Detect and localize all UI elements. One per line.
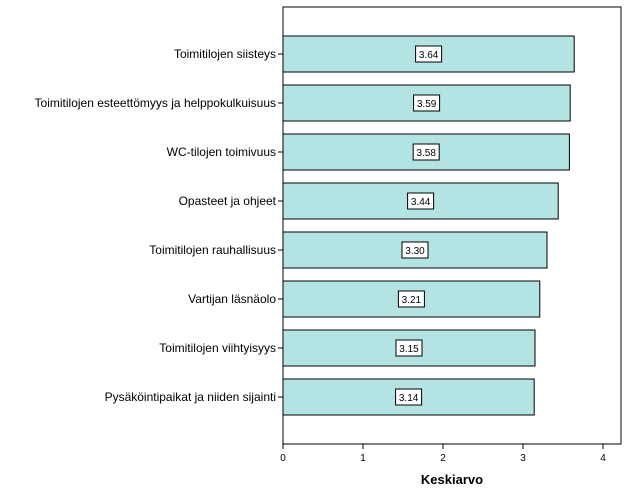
data-label-box <box>415 45 443 63</box>
data-label-box <box>412 143 440 161</box>
category-label: Opasteet ja ohjeet <box>179 194 277 208</box>
data-label: 3.15 <box>399 344 419 355</box>
data-label: 3.64 <box>419 50 439 61</box>
bars-layer: 3.64 3.59 3.58 3.44 3.30 3.21 3.15 3.14 <box>282 35 575 416</box>
data-label: 3.21 <box>402 295 422 306</box>
x-axis-title: Keskiarvo <box>421 472 483 487</box>
x-axis-ticks: 0 1 2 3 4 <box>280 444 606 464</box>
x-tick-label: 2 <box>440 453 446 464</box>
data-label-box <box>395 388 423 406</box>
category-labels: Toimitilojen siisteys Toimitilojen esteet… <box>35 47 283 404</box>
x-tick-label: 1 <box>360 453 366 464</box>
category-label: Vartijan läsnäolo <box>188 292 276 306</box>
data-label-box <box>397 290 425 308</box>
plot-frame <box>282 6 622 445</box>
category-label: Toimitilojen siisteys <box>174 47 276 61</box>
data-label: 3.58 <box>416 148 436 159</box>
data-label-box <box>407 192 435 210</box>
category-label: Toimitilojen rauhallisuus <box>149 243 276 257</box>
data-label: 3.30 <box>405 246 425 257</box>
x-tick-label: 0 <box>280 453 286 464</box>
category-label: Pysäköintipaikat ja niiden sijainti <box>105 390 276 404</box>
category-label: Toimitilojen esteettömyys ja helppokulku… <box>35 96 276 110</box>
category-label: Toimitilojen viihtyisyys <box>159 341 276 355</box>
data-label-box <box>395 339 423 357</box>
x-tick-label: 3 <box>520 453 526 464</box>
data-label-box <box>413 94 441 112</box>
data-label: 3.59 <box>417 99 437 110</box>
data-label-box <box>401 241 429 259</box>
category-label: WC-tilojen toimivuus <box>167 145 276 159</box>
data-label: 3.14 <box>399 393 419 404</box>
x-tick-label: 4 <box>600 453 606 464</box>
data-label: 3.44 <box>411 197 431 208</box>
